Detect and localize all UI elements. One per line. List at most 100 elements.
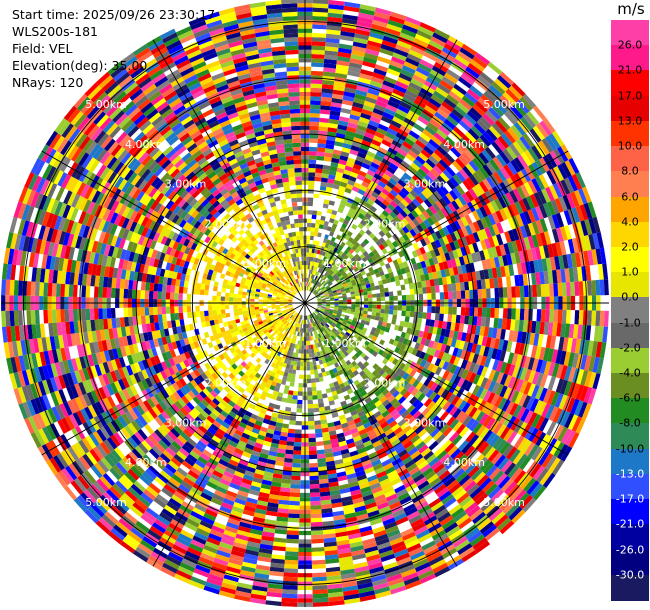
velocity-gate — [265, 600, 282, 607]
velocity-gate — [383, 313, 389, 319]
velocity-gate — [440, 269, 447, 278]
velocity-gate — [430, 36, 446, 47]
velocity-gate — [311, 45, 326, 51]
velocity-gate — [351, 141, 362, 148]
velocity-gate — [311, 378, 316, 383]
velocity-gate — [508, 330, 515, 342]
velocity-gate — [356, 174, 365, 182]
velocity-gate — [519, 135, 532, 150]
velocity-gate — [394, 264, 401, 271]
velocity-gate — [388, 123, 400, 133]
velocity-gate — [353, 287, 359, 292]
velocity-gate — [333, 262, 338, 268]
velocity-gate — [329, 297, 335, 300]
velocity-gate — [255, 357, 262, 364]
velocity-gate — [493, 277, 499, 289]
velocity-gate — [374, 198, 383, 206]
velocity-gate — [406, 181, 416, 190]
velocity-gate — [468, 281, 474, 291]
velocity-gate — [500, 133, 513, 147]
velocity-gate — [317, 457, 326, 463]
velocity-gate — [343, 249, 349, 255]
velocity-gate — [417, 281, 423, 289]
velocity-gate — [464, 214, 473, 225]
velocity-gate — [331, 97, 343, 104]
velocity-gate — [511, 240, 519, 253]
velocity-gate — [330, 161, 339, 168]
velocity-gate — [400, 175, 410, 185]
velocity-gate — [330, 227, 336, 233]
velocity-gate — [360, 281, 366, 287]
velocity-gate — [510, 252, 517, 265]
velocity-gate — [472, 185, 482, 198]
velocity-gate — [584, 235, 592, 251]
velocity-gate — [450, 87, 465, 99]
velocity-gate — [568, 323, 575, 339]
velocity-gate — [588, 356, 596, 372]
velocity-gate — [489, 159, 500, 172]
velocity-gate — [423, 236, 431, 245]
velocity-gate — [424, 325, 430, 333]
velocity-gate — [324, 148, 334, 154]
velocity-gate — [301, 340, 304, 346]
velocity-gate — [317, 462, 327, 468]
velocity-gate — [360, 143, 370, 151]
velocity-gate — [462, 341, 470, 351]
velocity-gate — [322, 71, 336, 77]
velocity-gate — [460, 216, 469, 227]
velocity-gate — [327, 288, 332, 293]
velocity-gate — [515, 214, 524, 227]
velocity-gate — [342, 308, 347, 311]
velocity-gate — [433, 148, 445, 160]
velocity-gate — [316, 271, 320, 277]
velocity-gate — [527, 357, 535, 371]
velocity-gate — [316, 295, 321, 299]
velocity-gate — [488, 84, 503, 98]
velocity-gate — [464, 290, 470, 299]
velocity-gate — [423, 198, 433, 208]
velocity-gate — [418, 306, 424, 313]
velocity-gate — [367, 123, 378, 132]
velocity-gate — [455, 184, 466, 196]
velocity-gate — [354, 242, 361, 248]
velocity-gate — [502, 308, 508, 319]
velocity-gate — [345, 278, 351, 283]
velocity-gate — [491, 246, 498, 258]
velocity-gate — [602, 263, 609, 280]
velocity-gate — [498, 339, 505, 351]
velocity-gate — [296, 404, 303, 409]
velocity-gate — [464, 351, 471, 361]
velocity-gate — [343, 394, 351, 401]
velocity-gate — [368, 251, 375, 258]
velocity-gate — [355, 128, 366, 136]
velocity-gate — [435, 162, 446, 173]
velocity-gate — [207, 341, 214, 349]
velocity-gate — [309, 361, 314, 367]
velocity-gate — [333, 295, 339, 298]
velocity-gate — [317, 301, 322, 303]
velocity-gate — [379, 270, 385, 277]
velocity-gate — [397, 179, 407, 188]
velocity-gate — [548, 184, 559, 200]
velocity-gate — [578, 188, 588, 205]
velocity-gate — [531, 272, 537, 286]
velocity-gate — [311, 270, 315, 275]
velocity-gate — [350, 291, 355, 295]
velocity-gate — [365, 229, 372, 236]
velocity-gate — [364, 131, 375, 140]
velocity-gate — [337, 207, 344, 214]
velocity-gate — [435, 306, 441, 314]
velocity-gate — [314, 275, 318, 281]
velocity-gate — [587, 201, 597, 218]
velocity-gate — [436, 187, 446, 198]
velocity-gate — [316, 449, 325, 455]
velocity-gate — [389, 305, 394, 310]
velocity-gate — [326, 182, 334, 188]
velocity-gate — [358, 12, 374, 20]
velocity-gate — [282, 585, 298, 590]
velocity-gate — [547, 270, 554, 284]
velocity-gate — [427, 234, 435, 243]
velocity-gate — [426, 101, 439, 112]
velocity-gate — [311, 530, 324, 536]
velocity-gate — [390, 276, 396, 283]
